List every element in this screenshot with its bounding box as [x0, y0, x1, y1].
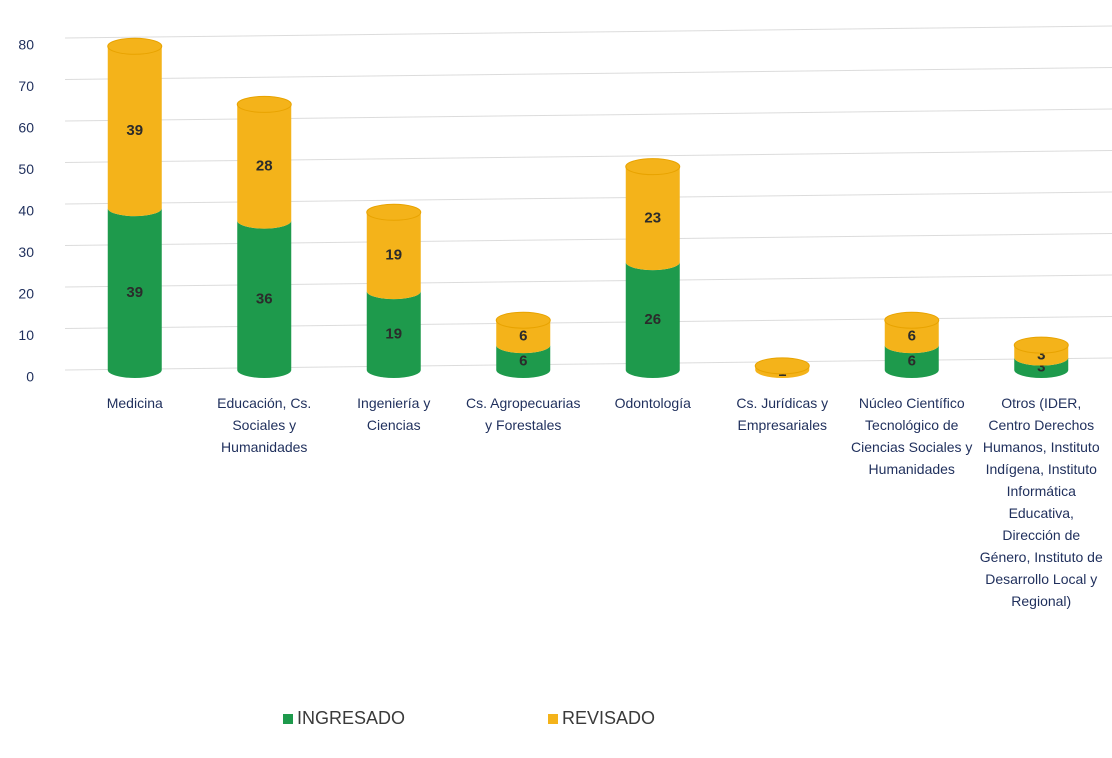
- cylinder-segment: [496, 345, 551, 378]
- data-label: 19: [385, 247, 402, 264]
- cylinder-cap: [366, 203, 422, 221]
- y-tick-label: 50: [18, 161, 34, 177]
- legend-swatch: [548, 713, 558, 724]
- grid-line: [64, 150, 1112, 163]
- data-label: 26: [644, 311, 661, 328]
- cylinder-segment: [237, 220, 292, 378]
- x-tick-label: Cs. Jurídicas y Empresariales: [736, 395, 829, 433]
- cylinder-segment: [625, 262, 680, 378]
- cylinder-segment: [107, 46, 162, 217]
- data-label: 3: [1037, 346, 1045, 363]
- cylinder-cap: [884, 311, 940, 329]
- y-tick-label: 30: [18, 244, 34, 260]
- legend-item: INGRESADO: [283, 708, 405, 729]
- cylinder-segment: [755, 365, 810, 378]
- y-tick-label: 40: [18, 203, 34, 219]
- data-label: 6: [908, 328, 916, 345]
- cylinder-segment: [366, 291, 421, 378]
- data-label: 19: [385, 326, 402, 343]
- y-tick-label: 80: [18, 37, 34, 53]
- cylinder-segment: [625, 166, 680, 271]
- cylinder-cap: [236, 95, 292, 113]
- data-label: 6: [519, 353, 527, 370]
- x-tick-label: Medicina: [106, 395, 163, 411]
- legend-label: REVISADO: [562, 708, 656, 728]
- cylinder-cap: [107, 37, 163, 55]
- cylinder-cap: [754, 357, 810, 375]
- y-tick-label: 20: [18, 286, 34, 302]
- cylinder-cap: [495, 311, 551, 329]
- grid-line: [64, 357, 1112, 371]
- data-label: 6: [519, 328, 527, 345]
- data-label: 3: [1037, 359, 1045, 376]
- data-label: 36: [256, 290, 273, 307]
- y-tick-label: 0: [26, 369, 34, 385]
- data-label: 39: [126, 284, 143, 301]
- cylinder-cap: [625, 158, 681, 176]
- cylinder-segment: [107, 208, 162, 378]
- cylinder-segment: [1014, 345, 1069, 366]
- legend-label: INGRESADO: [297, 708, 406, 728]
- y-tick-label: 10: [18, 327, 34, 343]
- x-tick-label: Núcleo Científico Tecnológico de Ciencia…: [851, 395, 973, 477]
- grid-line: [64, 108, 1112, 122]
- grid-line: [64, 67, 1112, 80]
- data-label: 6: [908, 353, 916, 370]
- x-tick-label: Otros (IDER, Centro Derechos Humanos, In…: [979, 395, 1103, 609]
- data-label: 23: [644, 209, 661, 226]
- cylinder-segment: [366, 212, 421, 300]
- cylinder-cap: [1013, 336, 1069, 354]
- x-tick-label: Ingeniería y Ciencias: [357, 395, 431, 433]
- cylinder-segment: [1014, 357, 1069, 378]
- legend-item: REVISADO: [548, 708, 655, 729]
- legend-swatch: [283, 713, 293, 724]
- grid-line: [64, 233, 1112, 246]
- cylinder-segment: [884, 345, 939, 378]
- data-label: 39: [126, 122, 143, 139]
- x-tick-label: Odontología: [614, 395, 691, 411]
- grid-line: [64, 191, 1112, 205]
- x-tick-label: Educación, Cs. Sociales y Humanidades: [217, 395, 312, 455]
- cylinder-segment: [237, 104, 292, 229]
- grid-line: [64, 316, 1112, 329]
- grid-line: [64, 25, 1112, 39]
- grid-line: [64, 274, 1112, 288]
- y-tick-label: 70: [18, 78, 34, 94]
- cylinder-segment: [496, 320, 551, 354]
- x-tick-label: Cs. Agropecuarias y Forestales: [466, 395, 581, 433]
- y-tick-label: 60: [18, 120, 34, 136]
- cylinder-segment: [884, 320, 939, 354]
- data-label: 28: [256, 157, 273, 174]
